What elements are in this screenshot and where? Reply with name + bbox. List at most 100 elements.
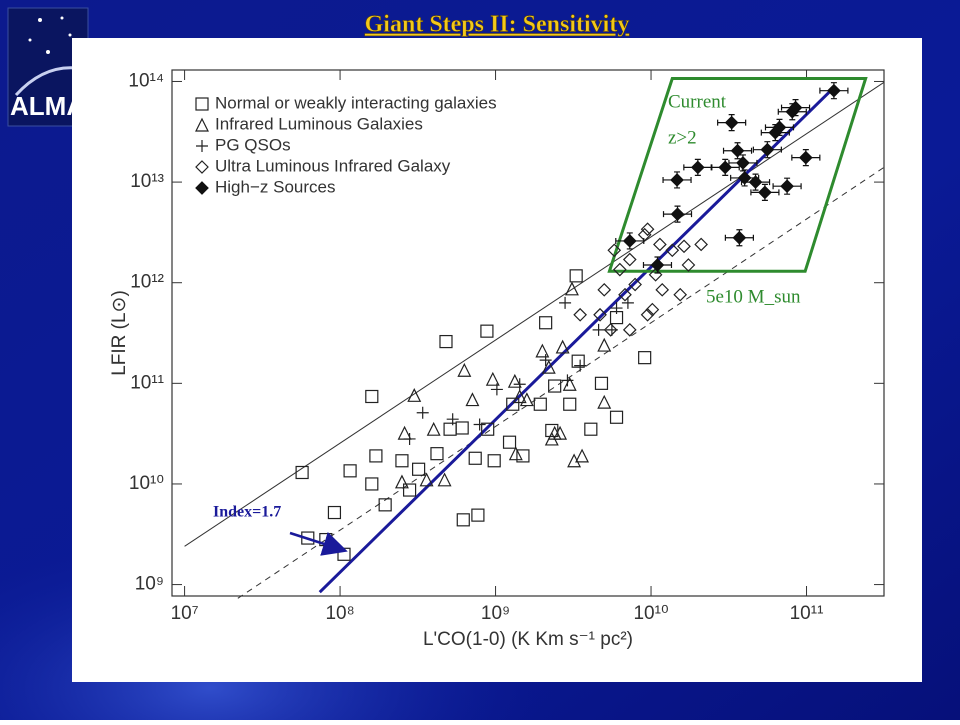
marker-filled-diamond [690, 160, 705, 175]
region-outline [607, 77, 868, 273]
marker-triangle [195, 117, 209, 132]
marker-plus [416, 406, 429, 419]
marker-plus [196, 140, 208, 152]
marker-square [365, 477, 379, 491]
logo-star [28, 38, 32, 42]
annotation: 5e10 M_sun [706, 286, 801, 307]
marker-square [609, 410, 624, 424]
marker-square [439, 334, 453, 349]
x-axis-label: L'CO(1-0) (K Km s⁻¹ pc²) [423, 629, 633, 650]
marker-triangle [407, 387, 422, 402]
marker-plus [446, 413, 459, 426]
x-tick-label: 10⁷ [171, 603, 199, 624]
legend-label: High−z Sources [215, 177, 335, 196]
marker-square [563, 397, 577, 411]
marker-filled-diamond [827, 83, 841, 98]
marker-triangle [597, 394, 612, 409]
marker-plus [513, 378, 526, 391]
marker-triangle [535, 343, 550, 358]
marker-filled-diamond [748, 175, 763, 189]
y-tick-label: 10¹⁴ [128, 70, 164, 91]
legend-label: Normal or weakly interacting galaxies [215, 93, 497, 112]
x-tick-label: 10¹⁰ [633, 603, 668, 624]
logo-star [68, 33, 72, 37]
marker-square [378, 498, 392, 512]
marker-diamond [655, 282, 670, 297]
marker-square [327, 505, 342, 520]
slide-title: Giant Steps II: Sensitivity [365, 12, 630, 38]
marker-diamond [677, 239, 691, 254]
marker-diamond [665, 243, 680, 258]
marker-triangle [465, 392, 480, 407]
marker-square [539, 316, 553, 330]
marker-triangle [547, 425, 562, 440]
marker-square [343, 464, 357, 478]
chart-panel [72, 38, 922, 682]
marker-filled-diamond [670, 173, 684, 187]
marker-filled-diamond [670, 207, 685, 222]
marker-square [502, 435, 517, 449]
marker-square [548, 379, 562, 393]
marker-diamond [593, 307, 607, 322]
marker-square [584, 422, 598, 436]
marker-filled-diamond [760, 142, 775, 157]
marker-plus [490, 383, 503, 396]
marker-diamond [603, 323, 618, 337]
y-tick-label: 10¹² [130, 272, 164, 293]
marker-diamond [597, 282, 612, 297]
marker-square [487, 454, 501, 468]
y-tick-label: 10¹⁰ [129, 473, 164, 494]
marker-square [455, 421, 469, 435]
logo-star [38, 18, 42, 22]
marker-filled-diamond [780, 179, 794, 194]
marker-plus [621, 296, 634, 309]
annotation: Index=1.7 [213, 504, 281, 521]
marker-triangle [597, 337, 612, 352]
marker-filled-diamond [650, 258, 665, 272]
y-tick-label: 10¹³ [130, 171, 164, 192]
marker-square [471, 508, 485, 522]
marker-filled-diamond [732, 230, 747, 245]
y-tick-label: 10¹¹ [130, 372, 164, 393]
marker-square [412, 462, 426, 476]
marker-triangle [575, 448, 590, 463]
plot-frame [171, 69, 885, 597]
marker-filled-diamond [622, 234, 637, 248]
marker-diamond [607, 243, 622, 258]
marker-diamond [612, 262, 627, 277]
marker-square [402, 483, 417, 497]
logo-star [60, 16, 64, 20]
marker-diamond [673, 287, 688, 302]
legend-label: Infrared Luminous Galaxies [215, 114, 423, 133]
annotation-arrow [289, 531, 348, 556]
marker-triangle [555, 339, 570, 354]
marker-diamond [622, 323, 637, 337]
marker-square [594, 376, 609, 390]
marker-diamond [637, 227, 652, 242]
fit-line [318, 86, 835, 594]
marker-square [506, 397, 520, 411]
marker-filled-diamond [737, 171, 752, 185]
marker-square [569, 269, 583, 283]
x-tick-label: 10⁸ [325, 603, 354, 624]
marker-triangle [541, 359, 556, 374]
marker-triangle [394, 474, 409, 489]
annotation: Current [668, 91, 727, 112]
marker-square [571, 354, 585, 368]
marker-diamond [622, 252, 637, 267]
marker-square [430, 447, 444, 461]
marker-triangle [485, 371, 500, 386]
marker-square [481, 422, 495, 436]
marker-plus [610, 302, 623, 315]
marker-square [480, 324, 494, 338]
marker-filled-diamond [798, 150, 813, 165]
marker-filled-diamond [788, 100, 803, 115]
marker-diamond [618, 287, 632, 302]
marker-square [195, 97, 209, 111]
marker-diamond [681, 258, 696, 272]
legend-label: PG QSOs [215, 135, 291, 154]
marker-triangle [512, 389, 527, 404]
marker-diamond [195, 160, 209, 174]
